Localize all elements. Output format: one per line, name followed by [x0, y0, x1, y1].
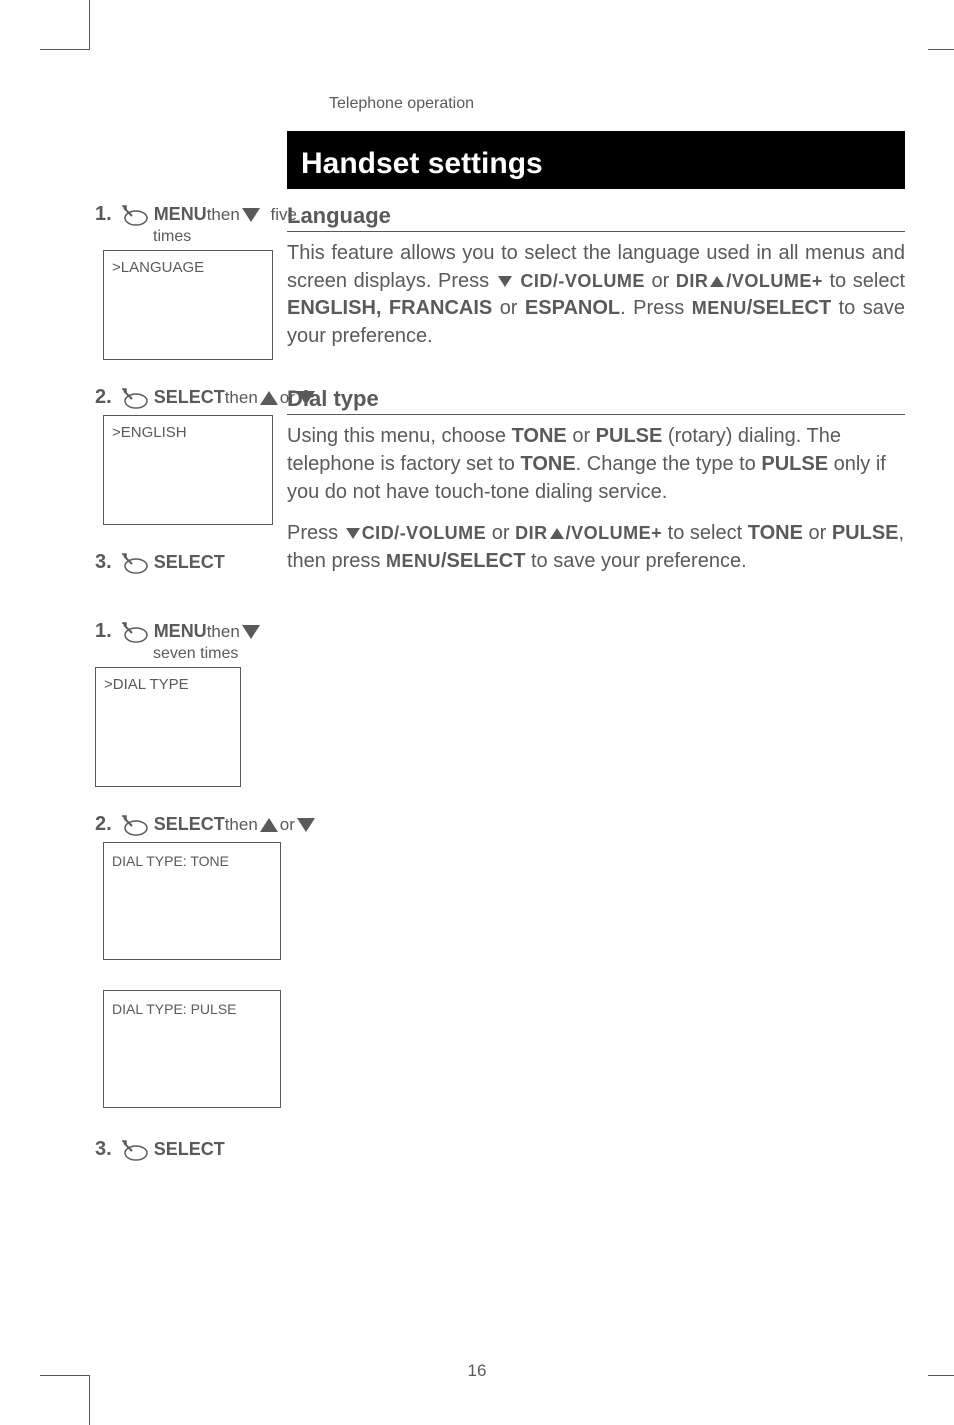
step-tail: then — [207, 622, 240, 642]
lcd-screen: >DIAL TYPE — [95, 667, 241, 787]
dialtype-body-1: Using this menu, choose TONE or PULSE (r… — [287, 423, 905, 506]
down-arrow-icon — [346, 528, 360, 539]
crop-mark — [928, 1375, 954, 1425]
section-title: Handset settings — [287, 139, 905, 189]
cid-volume-key: CID/-VOLUME — [520, 271, 645, 291]
text: to select — [662, 522, 748, 544]
step-label: SELECT — [154, 814, 225, 835]
finger-press-icon — [118, 814, 150, 836]
language-heading: Language — [287, 203, 905, 232]
text: to save your preference. — [525, 550, 746, 572]
tone-label: TONE — [512, 425, 567, 447]
pulse-label: PULSE — [761, 453, 828, 475]
options: ENGLISH, FRANCAIS — [287, 297, 492, 319]
lcd-screen: >LANGUAGE — [103, 250, 273, 360]
dir-key: DIR — [515, 523, 548, 543]
lcd-screen: DIAL TYPE: TONE — [103, 842, 281, 960]
text: Using this menu, choose — [287, 425, 512, 447]
finger-press-icon — [118, 552, 150, 574]
option-espanol: ESPANOL — [525, 297, 620, 319]
up-arrow-icon — [550, 528, 564, 539]
volume-plus-key: /VOLUME+ — [566, 523, 663, 543]
down-arrow-icon — [242, 208, 260, 222]
pulse-label: PULSE — [832, 522, 899, 544]
up-arrow-icon — [260, 391, 278, 405]
down-arrow-icon — [242, 625, 260, 639]
title-bar-top — [287, 131, 905, 139]
lang-step-3: 3. SELECT — [95, 551, 287, 574]
step-label: SELECT — [154, 387, 225, 408]
dialtype-heading: Dial type — [287, 386, 905, 415]
step-number: 2. — [95, 386, 112, 409]
text: or — [567, 425, 596, 447]
finger-press-icon — [118, 204, 150, 226]
step-number: 3. — [95, 1138, 112, 1161]
lcd-screen: >ENGLISH — [103, 415, 273, 525]
select-key: /SELECT — [441, 550, 525, 572]
text: . Press — [620, 297, 692, 319]
step-tail: then — [225, 815, 258, 835]
text: or — [500, 297, 525, 319]
step-label: SELECT — [154, 552, 225, 573]
finger-press-icon — [118, 621, 150, 643]
text: Press — [287, 522, 344, 544]
dialtype-body-2: Press CID/-VOLUME or DIR/VOLUME+ to sele… — [287, 520, 905, 575]
step-number: 3. — [95, 551, 112, 574]
step-sub: seven times — [153, 645, 287, 663]
text: or — [803, 522, 832, 544]
language-body: This feature allows you to select the la… — [287, 240, 905, 350]
cid-volume-key: CID/-VOLUME — [362, 523, 487, 543]
step-label: MENU — [154, 204, 207, 225]
select-key: /SELECT — [747, 297, 831, 319]
text: to select — [830, 270, 906, 292]
menu-key: MENU — [386, 551, 441, 571]
step-number: 1. — [95, 203, 112, 226]
lang-step-2: 2. SELECT then or — [95, 386, 287, 409]
up-arrow-icon — [710, 276, 724, 287]
up-arrow-icon — [260, 818, 278, 832]
step-tail: then — [225, 388, 258, 408]
step-label: MENU — [154, 621, 207, 642]
dir-key: DIR — [676, 271, 709, 291]
step-label: SELECT — [154, 1139, 225, 1160]
text: or — [486, 522, 515, 544]
pulse-label: PULSE — [596, 425, 663, 447]
lang-step-1: 1. MENU then five — [95, 203, 287, 226]
crop-mark — [40, 1375, 90, 1425]
step-sub: times — [153, 228, 287, 246]
tone-label: TONE — [520, 453, 575, 475]
crop-mark — [40, 0, 90, 50]
finger-press-icon — [118, 1139, 150, 1161]
volume-plus-key: /VOLUME+ — [726, 271, 823, 291]
tone-label: TONE — [748, 522, 803, 544]
dial-step-3: 3. SELECT — [95, 1138, 287, 1161]
step-number: 2. — [95, 813, 112, 836]
breadcrumb: Telephone operation — [329, 95, 905, 113]
step-number: 1. — [95, 620, 112, 643]
text: or — [651, 270, 675, 292]
down-arrow-icon — [498, 276, 512, 287]
text: . Change the type to — [576, 453, 762, 475]
page-number: 16 — [0, 1361, 954, 1381]
menu-key: MENU — [692, 298, 747, 318]
dial-step-1: 1. MENU then — [95, 620, 287, 643]
dial-step-2: 2. SELECT then or — [95, 813, 287, 836]
finger-press-icon — [118, 387, 150, 409]
lcd-screen: DIAL TYPE: PULSE — [103, 990, 281, 1108]
step-tail: then — [207, 205, 240, 225]
crop-mark — [928, 0, 954, 50]
